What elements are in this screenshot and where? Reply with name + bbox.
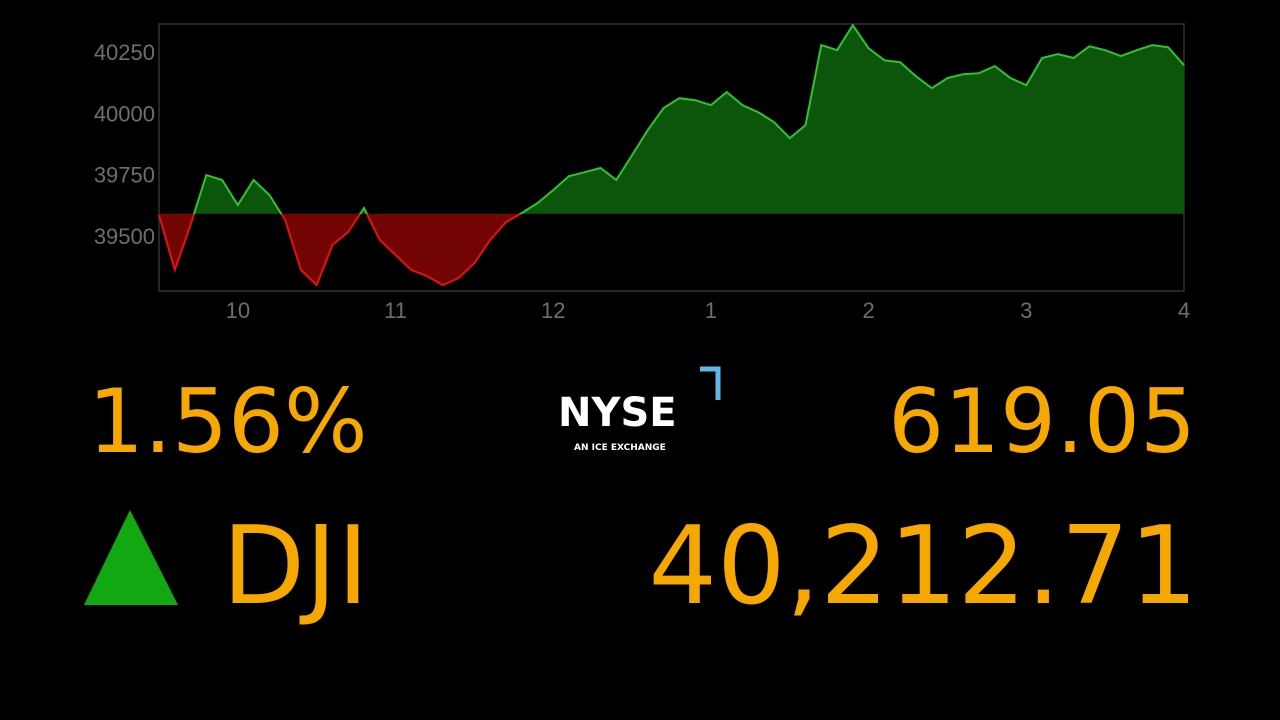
x-tick-label: 3	[1020, 298, 1032, 323]
logo-tagline: AN ICE EXCHANGE	[574, 443, 666, 453]
y-tick-label: 40000	[94, 101, 155, 126]
x-tick-label: 11	[384, 298, 407, 323]
x-tick-label: 1	[705, 298, 717, 323]
x-tick-label: 4	[1178, 298, 1190, 323]
area	[159, 25, 1184, 286]
up-arrow	[84, 510, 178, 605]
y-tick-label: 40250	[94, 40, 155, 65]
logo-corner	[700, 366, 721, 400]
y-tick-label: 39500	[94, 224, 155, 249]
price: 40,212.71	[648, 504, 1198, 629]
y-tick-label: 39750	[94, 163, 155, 188]
x-tick-label: 12	[541, 298, 565, 323]
change-percent: 1.56%	[88, 370, 368, 473]
change-points: 619.05	[888, 370, 1196, 473]
line	[158, 23, 1185, 287]
x-tick-label: 10	[226, 298, 250, 323]
logo-name: NYSE	[558, 390, 677, 436]
symbol: DJI	[222, 504, 369, 629]
x-tick-label: 2	[862, 298, 874, 323]
